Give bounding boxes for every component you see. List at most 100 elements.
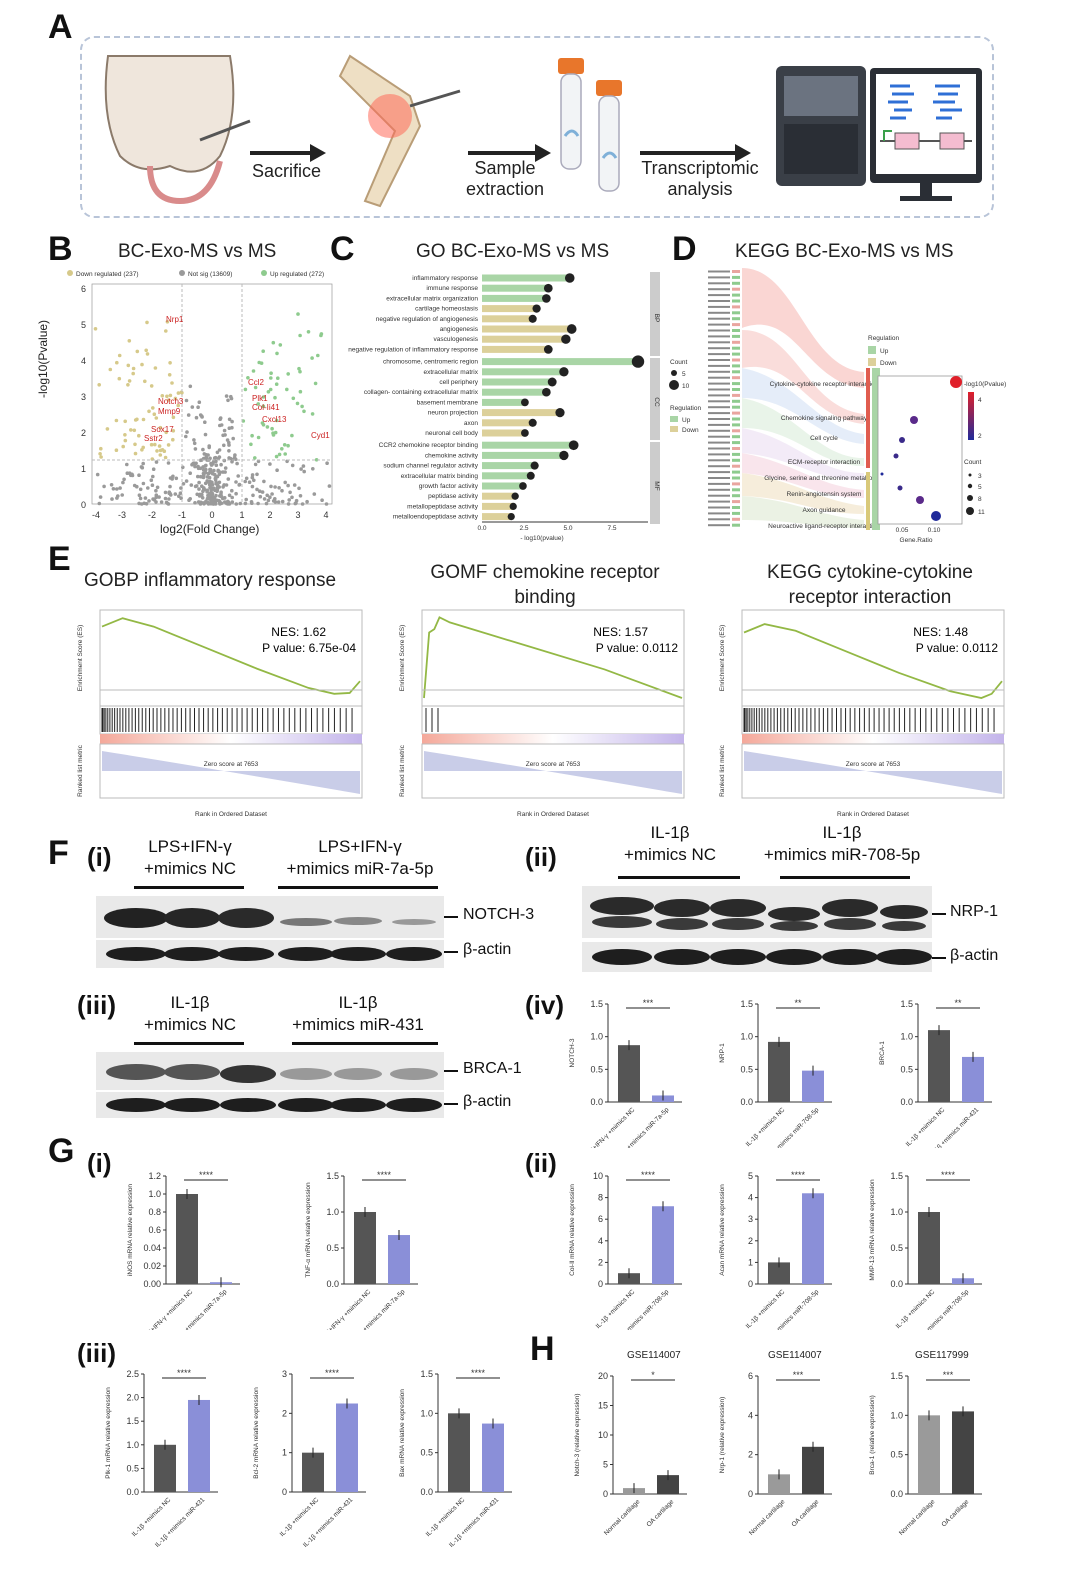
go-title: GO BC-Exo-MS vs MS (416, 241, 610, 262)
kegg-gene-mark (732, 340, 740, 344)
go-bar (482, 451, 564, 459)
volcano-point (165, 320, 170, 324)
kegg-gene-mark (732, 476, 740, 480)
kegg-gene-name (708, 465, 730, 468)
kegg-gene-mark (732, 358, 740, 362)
kegg-gene-name (708, 400, 730, 403)
volcano-point (149, 478, 154, 482)
kegg-gene-mark (732, 405, 740, 409)
volcano-point (290, 463, 295, 468)
volcano-point (125, 462, 129, 467)
volcano-point (114, 418, 119, 423)
go-term: cartilage homeostasis (415, 306, 479, 313)
go-dot (526, 471, 535, 480)
zero-label: Zero score at 7653 (526, 761, 581, 768)
svg-text:3: 3 (295, 510, 300, 520)
volcano-point (278, 343, 283, 347)
kegg-gene-name (708, 441, 730, 444)
volcano-point (184, 434, 188, 439)
volcano-point (273, 430, 278, 435)
volcano-point (102, 484, 106, 489)
category-label: OA cartilage (790, 1498, 820, 1528)
volcano-point (166, 443, 171, 447)
kegg-gene-name (708, 447, 730, 450)
volcano-point (114, 448, 119, 452)
go-dot (521, 429, 529, 437)
zero-label: Zero score at 7653 (204, 761, 259, 768)
go-dot (561, 334, 571, 344)
volcano-point (138, 496, 143, 501)
gene-label: Col-Ii41 (252, 403, 280, 412)
volcano-point (199, 494, 204, 498)
wb-label-actin3: β-actin (463, 1093, 512, 1110)
y-tick-label: 1.0 (740, 1032, 753, 1042)
kegg-gene-name (708, 394, 730, 397)
volcano-point (271, 431, 275, 435)
volcano-point (227, 426, 232, 430)
y-tick-label: 3 (748, 1214, 753, 1224)
g-ii-tag: (ii) (525, 1148, 557, 1178)
volcano-point (153, 366, 158, 370)
volcano-point (273, 500, 278, 504)
wb-label-actin1: β-actin (463, 941, 512, 958)
volcano-point (142, 501, 146, 506)
volcano-point (316, 353, 320, 358)
kegg-gene-name (708, 494, 730, 497)
kegg-gene-name (708, 453, 730, 456)
panel-label-g: G (48, 1132, 75, 1170)
volcano-point (205, 475, 210, 479)
nes: NES: 1.48 (913, 625, 968, 639)
f-ii-cond1: IL-1β +mimics NC (623, 823, 717, 864)
kegg-gene-name (708, 506, 730, 509)
svg-text:Up: Up (880, 348, 889, 355)
volcano-point (233, 453, 237, 457)
f-iv-tag: (iv) (525, 990, 564, 1020)
svg-text:0.0: 0.0 (477, 525, 486, 532)
y-label: Bax mRNA relative expression (399, 1389, 406, 1477)
volcano-point (200, 414, 204, 418)
volcano-point (314, 458, 319, 462)
volcano-title: BC-Exo-MS vs MS (118, 241, 277, 262)
f-ii-tag: (ii) (525, 842, 557, 872)
volcano-point (118, 486, 122, 490)
svg-text:Neuroactive ligand-receptor in: Neuroactive ligand-receptor interaction (768, 523, 880, 530)
bar-chart-plk1: 0.00.51.01.52.02.5IL-1β +mimics NCIL-1β … (105, 1368, 218, 1549)
bar (482, 1423, 504, 1492)
kegg-gene-name (708, 423, 730, 426)
volcano-point (143, 496, 148, 500)
kegg-gene-mark (732, 382, 740, 386)
volcano-point (286, 502, 291, 506)
y-tick-label: 0.0 (420, 1487, 433, 1497)
volcano-point (273, 497, 277, 501)
metric-area (744, 751, 1002, 794)
go-term: negative regulation of inflammatory resp… (348, 346, 478, 353)
bar (618, 1045, 640, 1102)
volcano-point (140, 362, 144, 367)
y-tick-label: 0.00 (143, 1279, 161, 1289)
f-iii-tag: (iii) (77, 990, 116, 1020)
go-bar (482, 441, 574, 449)
volcano-point (204, 499, 208, 503)
y-label: Nrp-1 (relative expression) (719, 1397, 726, 1474)
volcano-point (324, 502, 329, 506)
volcano-point (132, 483, 137, 488)
marker-line (444, 1103, 458, 1105)
volcano-point (269, 371, 273, 375)
volcano-point (265, 425, 270, 429)
volcano-point (273, 395, 277, 400)
y-tick-label: 1.0 (148, 1189, 161, 1199)
go-dot (542, 294, 551, 303)
y-tick-label: 4 (748, 1410, 753, 1420)
volcano-point (154, 460, 159, 464)
gene-label: Sstr2 (144, 434, 163, 443)
wb-bands-fii (590, 897, 932, 965)
volcano-point (158, 453, 163, 457)
f-i-line1 (134, 886, 244, 889)
volcano-point (166, 398, 171, 402)
volcano-point (268, 495, 272, 499)
volcano-point (302, 409, 306, 414)
volcano-point (219, 492, 223, 496)
